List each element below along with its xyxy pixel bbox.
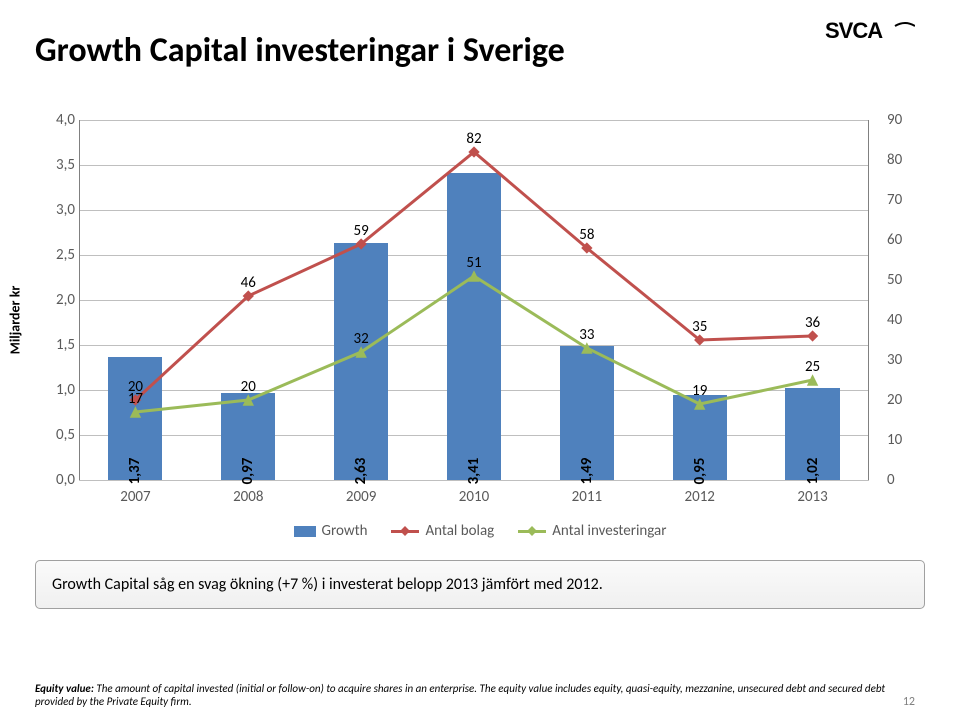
x-tick: 2012 (684, 488, 714, 506)
bar-value-label: 1,02 (804, 458, 822, 485)
y-left-tick: 0,0 (45, 471, 75, 489)
logo: SVCA (825, 18, 915, 49)
y-right-tick: 70 (887, 191, 917, 209)
footer: Equity value: The amount of capital inve… (35, 682, 915, 710)
legend-item: Antal bolag (391, 522, 494, 540)
bar (447, 173, 501, 480)
y-left-axis-label: Miljarder kr (7, 286, 24, 355)
line-value-label: 46 (241, 274, 256, 292)
logo-text: SVCA (825, 18, 883, 43)
x-tick: 2008 (233, 488, 263, 506)
legend-line-icon (518, 530, 546, 533)
line-value-label: 25 (805, 358, 820, 376)
gridline (79, 165, 869, 166)
caption-box: Growth Capital såg en svag ökning (+7 %)… (35, 560, 925, 609)
legend-item: Growth (294, 522, 368, 540)
y-left-tick: 1,0 (45, 381, 75, 399)
x-tick: 2010 (459, 488, 489, 506)
bar (334, 243, 388, 480)
x-tick: 2007 (120, 488, 150, 506)
legend-swatch-icon (294, 526, 316, 537)
y-left-tick: 0,5 (45, 426, 75, 444)
x-tick: 2009 (346, 488, 376, 506)
x-tick: 2013 (797, 488, 827, 506)
y-right-tick: 0 (887, 471, 917, 489)
legend-line-icon (391, 530, 419, 533)
line-value-label: 59 (354, 222, 369, 240)
y-left-tick: 2,5 (45, 246, 75, 264)
y-right-tick: 80 (887, 151, 917, 169)
line-value-label: 36 (805, 314, 820, 332)
y-left-tick: 3,0 (45, 201, 75, 219)
line-value-label: 17 (128, 390, 143, 408)
bar-value-label: 1,49 (578, 458, 596, 485)
footer-rest: The amount of capital invested (initial … (35, 682, 885, 709)
page-title: Growth Capital investeringar i Sverige (35, 30, 565, 71)
chart: Miljarder kr Antal bolag/investeringar 1… (35, 120, 925, 520)
bar-value-label: 0,97 (239, 458, 257, 485)
y-right-tick: 60 (887, 231, 917, 249)
legend-label: Antal investeringar (552, 522, 666, 540)
y-left-tick: 2,0 (45, 291, 75, 309)
plot-area: 1,370,972,633,411,490,951,02204659825835… (79, 120, 869, 480)
legend-label: Antal bolag (425, 522, 494, 540)
y-right-tick: 10 (887, 431, 917, 449)
line-value-label: 58 (579, 226, 594, 244)
line-value-label: 82 (466, 130, 481, 148)
line-value-label: 33 (579, 326, 594, 344)
line-value-label: 35 (692, 318, 707, 336)
y-left-tick: 4,0 (45, 111, 75, 129)
page-number: 12 (903, 695, 915, 709)
y-left-tick: 3,5 (45, 156, 75, 174)
legend-label: Growth (322, 522, 368, 540)
line-value-label: 51 (466, 254, 481, 272)
footer-bold: Equity value: (35, 682, 94, 695)
y-right-tick: 40 (887, 311, 917, 329)
legend: Growth Antal bolag Antal investeringar (35, 522, 925, 540)
y-right-tick: 50 (887, 271, 917, 289)
line-value-label: 20 (241, 378, 256, 396)
bar-value-label: 2,63 (352, 458, 370, 485)
x-tick: 2011 (572, 488, 602, 506)
y-left-tick: 1,5 (45, 336, 75, 354)
y-right-tick: 20 (887, 391, 917, 409)
y-right-tick: 90 (887, 111, 917, 129)
caption-text: Growth Capital såg en svag ökning (+7 %)… (52, 575, 603, 594)
legend-item: Antal investeringar (518, 522, 666, 540)
bar-value-label: 1,37 (126, 458, 144, 485)
bar-value-label: 3,41 (465, 458, 483, 485)
line-value-label: 32 (354, 330, 369, 348)
gridline (79, 120, 869, 121)
line-value-label: 19 (692, 382, 707, 400)
y-right-tick: 30 (887, 351, 917, 369)
bar-value-label: 0,95 (691, 458, 709, 485)
